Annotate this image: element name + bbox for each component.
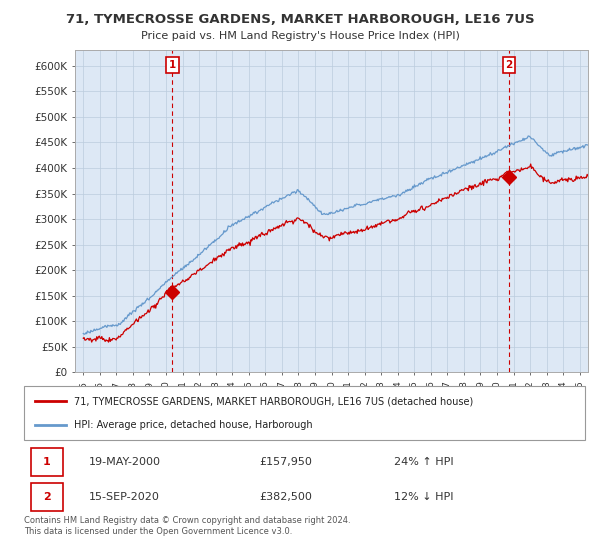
Text: 24% ↑ HPI: 24% ↑ HPI [394,457,454,467]
Text: £382,500: £382,500 [260,492,313,502]
Text: 71, TYMECROSSE GARDENS, MARKET HARBOROUGH, LE16 7US (detached house): 71, TYMECROSSE GARDENS, MARKET HARBOROUG… [74,396,474,407]
Text: 71, TYMECROSSE GARDENS, MARKET HARBOROUGH, LE16 7US: 71, TYMECROSSE GARDENS, MARKET HARBOROUG… [65,13,535,26]
FancyBboxPatch shape [31,448,63,476]
FancyBboxPatch shape [31,483,63,511]
Text: 19-MAY-2000: 19-MAY-2000 [89,457,161,467]
Text: Contains HM Land Registry data © Crown copyright and database right 2024.
This d: Contains HM Land Registry data © Crown c… [24,516,350,536]
Text: HPI: Average price, detached house, Harborough: HPI: Average price, detached house, Harb… [74,419,313,430]
Text: £157,950: £157,950 [260,457,313,467]
Text: 15-SEP-2020: 15-SEP-2020 [89,492,160,502]
Text: 1: 1 [43,457,51,467]
Text: 12% ↓ HPI: 12% ↓ HPI [394,492,454,502]
Text: 2: 2 [43,492,51,502]
Text: 1: 1 [169,60,176,70]
Text: Price paid vs. HM Land Registry's House Price Index (HPI): Price paid vs. HM Land Registry's House … [140,31,460,41]
Text: 2: 2 [505,60,512,70]
FancyBboxPatch shape [24,386,585,440]
